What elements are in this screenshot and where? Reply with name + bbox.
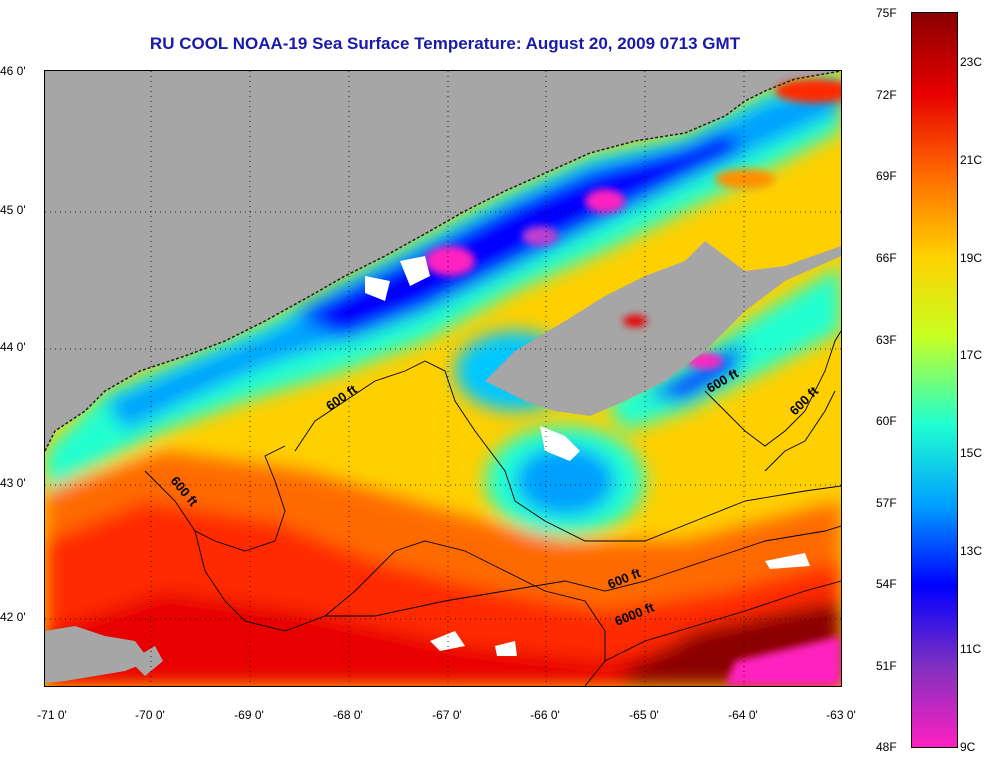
lon-label-63: -63 0' [826,708,856,722]
colorbar-c-19: 19C [960,251,983,265]
coastline [45,71,841,452]
lon-label-70: -70 0' [135,708,165,722]
lon-label-71: -71 0' [37,708,67,722]
colorbar-f-60: 60F [876,414,897,428]
colorbar-c-23: 23C [960,55,983,69]
lat-label-44: 44 0' [0,340,26,354]
lat-label-42: 42 0' [0,610,26,624]
lon-label-66: -66 0' [530,708,560,722]
colorbar-f-51: 51F [876,659,897,673]
lon-label-69: -69 0' [234,708,264,722]
colorbar-c-13: 13C [960,544,983,558]
colorbar-c-15: 15C [960,446,983,460]
lon-label-64: -64 0' [728,708,758,722]
land [45,241,841,683]
colorbar-c-21: 21C [960,153,983,167]
colorbar-f-57: 57F [876,496,897,510]
colorbar-f-69: 69F [876,169,897,183]
lon-label-67: -67 0' [432,708,462,722]
colorbar-f-66: 66F [876,251,897,265]
sea-surface [45,71,841,686]
lat-label-46: 46 0' [0,64,26,78]
map-title: RU COOL NOAA-19 Sea Surface Temperature:… [149,34,741,53]
lat-label-45: 45 0' [0,203,26,217]
colorbar-f-48: 48F [876,740,897,754]
lon-label-68: -68 0' [333,708,363,722]
depth-contours [144,330,841,686]
lon-label-65: -65 0' [629,708,659,722]
colorbar-c-17: 17C [960,348,983,362]
colorbar-f-63: 63F [876,333,897,347]
temperature-colorbar [911,12,958,748]
colorbar-f-72: 72F [876,88,897,102]
colorbar-f-54: 54F [876,577,897,591]
sst-map: 600 ft 600 ft 600 ft 600 ft 600 ft 6000 … [44,70,842,687]
colorbar-c-9: 9C [960,740,976,754]
colorbar-f-75: 75F [876,6,897,20]
sst-map-graphic: 600 ft 600 ft 600 ft 600 ft 600 ft 6000 … [45,71,841,686]
lat-label-43: 43 0' [0,476,26,490]
colorbar-c-11: 11C [960,642,982,656]
